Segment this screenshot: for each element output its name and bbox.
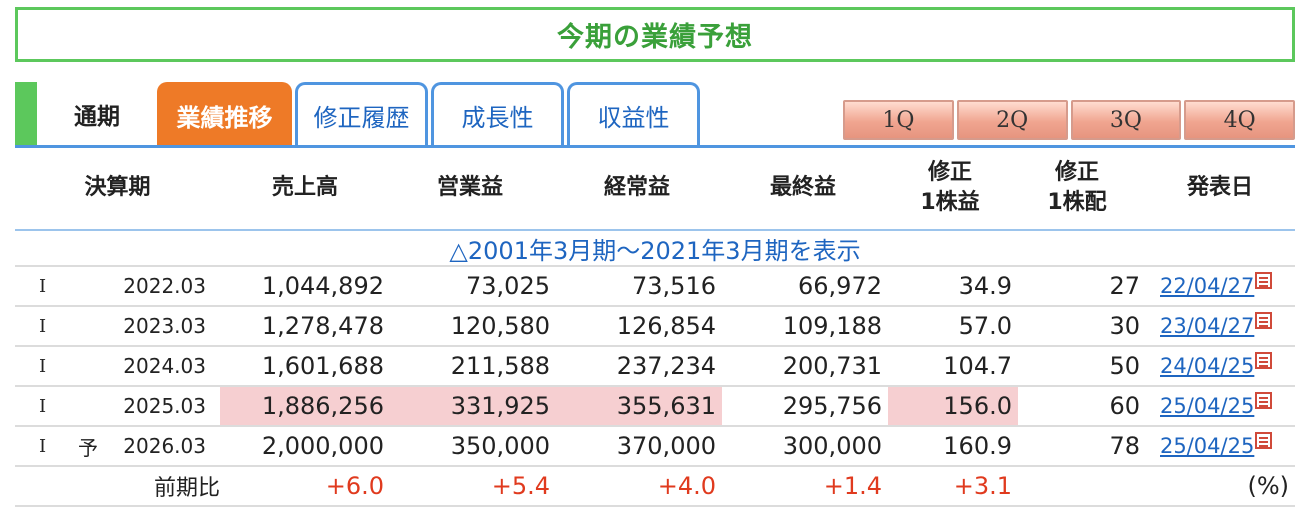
quarter-2q-button[interactable]: 2Q xyxy=(956,100,1068,140)
quarter-3q-button[interactable]: 3Q xyxy=(1070,100,1182,140)
row-period: 2022.03 xyxy=(123,274,206,298)
pdf-icon[interactable] xyxy=(1255,391,1273,409)
section-title-box: 今期の業績予想 xyxy=(15,7,1295,62)
yoy-label: 前期比 xyxy=(153,476,220,501)
cell-ordinary-profit: 355,631 xyxy=(556,387,722,425)
tab-revision-history[interactable]: 修正履歴 xyxy=(295,82,428,146)
tab-performance-trend[interactable]: 業績推移 xyxy=(157,82,292,146)
pdf-icon[interactable] xyxy=(1255,351,1273,369)
pdf-icon[interactable] xyxy=(1255,431,1273,449)
quarter-4q-button[interactable]: 4Q xyxy=(1184,100,1295,140)
cell-net-profit: 109,188 xyxy=(782,312,882,340)
cell-announce-date: 25/04/25 xyxy=(1160,427,1273,465)
cell-sales: 1,886,256 xyxy=(220,387,390,425)
header-net-profit: 最終益 xyxy=(769,175,836,200)
header-dividend: 修正 1株配 xyxy=(1022,148,1132,228)
cell-dividend: 30 xyxy=(1109,312,1140,340)
cell-ordinary-profit: 73,516 xyxy=(632,272,716,300)
cell-ordinary-profit: 370,000 xyxy=(616,432,716,460)
header-dividend-line2: 1株配 xyxy=(1047,190,1107,215)
cell-net-profit: 200,731 xyxy=(782,352,882,380)
yoy-unit: (%) xyxy=(1247,472,1289,500)
header-period: 決算期 xyxy=(84,175,151,200)
expand-history-row: △2001年3月期～2021年3月期を表示 xyxy=(15,229,1295,267)
header-eps: 修正 1株益 xyxy=(895,148,1005,228)
announce-date-link[interactable]: 25/04/25 xyxy=(1160,394,1255,418)
cell-sales: 1,601,688 xyxy=(261,352,384,380)
row-period: 2025.03 xyxy=(123,394,206,418)
table-row: I 予 2026.03 2,000,000 350,000 370,000 30… xyxy=(15,427,1295,467)
cell-dividend: 27 xyxy=(1109,272,1140,300)
row-kind: I xyxy=(39,315,47,337)
quarter-buttons: 1Q 2Q 3Q 4Q xyxy=(843,100,1295,140)
header-eps-line1: 修正 xyxy=(927,160,972,185)
row-kind: I xyxy=(39,435,47,457)
cell-announce-date: 24/04/25 xyxy=(1160,347,1273,385)
cell-ordinary-profit: 126,854 xyxy=(616,312,716,340)
tab-underline xyxy=(15,145,1295,148)
cell-operating-profit: 331,925 xyxy=(390,387,556,425)
row-period: 2023.03 xyxy=(123,314,206,338)
yoy-ordinary-profit: +4.0 xyxy=(657,472,716,500)
header-eps-line2: 1株益 xyxy=(920,190,980,215)
cell-net-profit: 295,756 xyxy=(782,392,882,420)
header-operating-profit: 営業益 xyxy=(436,175,503,200)
cell-announce-date: 25/04/25 xyxy=(1160,387,1273,425)
cell-net-profit: 66,972 xyxy=(798,272,882,300)
yoy-sales: +6.0 xyxy=(325,472,384,500)
cell-eps: 34.9 xyxy=(958,272,1012,300)
cell-dividend: 78 xyxy=(1109,432,1140,460)
table-row: I 2024.03 1,601,688 211,588 237,234 200,… xyxy=(15,347,1295,387)
tab-growth[interactable]: 成長性 xyxy=(431,82,564,146)
row-period: 2026.03 xyxy=(123,434,206,458)
cell-eps: 104.7 xyxy=(943,352,1012,380)
tab-marker xyxy=(15,82,37,146)
table-row: I 2025.03 1,886,256 331,925 355,631 295,… xyxy=(15,387,1295,427)
pdf-icon[interactable] xyxy=(1255,311,1273,329)
cell-sales: 1,044,892 xyxy=(261,272,384,300)
row-kind: I xyxy=(39,355,47,377)
tab-profitability[interactable]: 収益性 xyxy=(567,82,700,146)
cell-dividend: 60 xyxy=(1109,392,1140,420)
row-forecast-mark: 予 xyxy=(78,435,98,460)
cell-operating-profit: 211,588 xyxy=(450,352,550,380)
header-ordinary-profit: 経常益 xyxy=(603,175,670,200)
row-kind: I xyxy=(39,395,47,417)
cell-sales: 2,000,000 xyxy=(261,432,384,460)
announce-date-link[interactable]: 23/04/27 xyxy=(1160,314,1255,338)
yoy-net-profit: +1.4 xyxy=(823,472,882,500)
cell-operating-profit: 120,580 xyxy=(450,312,550,340)
cell-ordinary-profit: 237,234 xyxy=(616,352,716,380)
yoy-eps: +3.1 xyxy=(953,472,1012,500)
section-title: 今期の業績予想 xyxy=(557,22,753,53)
cell-dividend: 50 xyxy=(1109,352,1140,380)
row-period: 2024.03 xyxy=(123,354,206,378)
announce-date-link[interactable]: 25/04/25 xyxy=(1160,434,1255,458)
announce-date-link[interactable]: 22/04/27 xyxy=(1160,274,1255,298)
header-announce-date: 発表日 xyxy=(1186,175,1253,200)
header-sales: 売上高 xyxy=(271,175,338,200)
header-dividend-line1: 修正 xyxy=(1054,160,1099,185)
announce-date-link[interactable]: 24/04/25 xyxy=(1160,354,1255,378)
cell-operating-profit: 73,025 xyxy=(466,272,550,300)
cell-eps: 156.0 xyxy=(888,387,1018,425)
yoy-ratio-row: 前期比 +6.0 +5.4 +4.0 +1.4 +3.1 (%) xyxy=(15,467,1295,507)
table-row: I 2023.03 1,278,478 120,580 126,854 109,… xyxy=(15,307,1295,347)
expand-history-link[interactable]: △2001年3月期～2021年3月期を表示 xyxy=(449,236,861,265)
cell-net-profit: 300,000 xyxy=(782,432,882,460)
tab-annual[interactable]: 通期 xyxy=(74,104,120,130)
cell-sales: 1,278,478 xyxy=(261,312,384,340)
cell-announce-date: 23/04/27 xyxy=(1160,307,1273,345)
cell-announce-date: 22/04/27 xyxy=(1160,267,1273,305)
yoy-operating-profit: +5.4 xyxy=(491,472,550,500)
tab-bar: 通期 業績推移 修正履歴 成長性 収益性 xyxy=(15,82,1295,146)
quarter-1q-button[interactable]: 1Q xyxy=(843,100,954,140)
pdf-icon[interactable] xyxy=(1255,271,1273,289)
cell-operating-profit: 350,000 xyxy=(450,432,550,460)
table-row: I 2022.03 1,044,892 73,025 73,516 66,972… xyxy=(15,267,1295,307)
row-kind: I xyxy=(39,275,47,297)
cell-eps: 57.0 xyxy=(958,312,1012,340)
cell-eps: 160.9 xyxy=(943,432,1012,460)
